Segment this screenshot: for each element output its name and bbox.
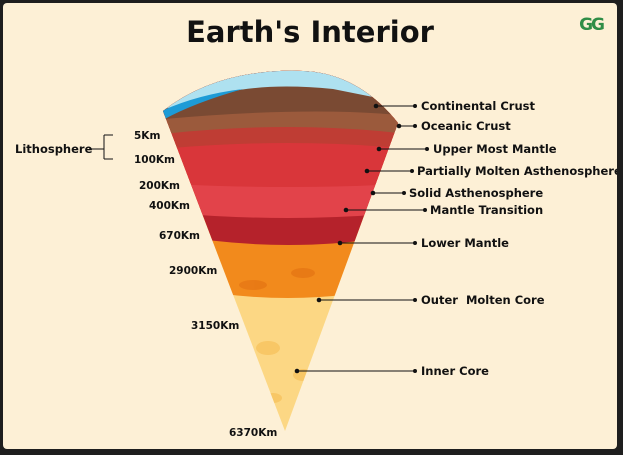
depth-6370km: 6370Km bbox=[229, 427, 277, 439]
depth-2900km: 2900Km bbox=[169, 265, 217, 277]
label-solid-asthenosphere: Solid Asthenosphere bbox=[409, 186, 543, 200]
earth-interior-diagram: Lithosphere 5Km 100Km 200Km 400Km 670Km … bbox=[15, 70, 617, 439]
ocean-water bbox=[163, 89, 243, 121]
label-outer-molten-core: Outer Molten Core bbox=[421, 293, 545, 307]
label-upper-most-mantle: Upper Most Mantle bbox=[433, 142, 557, 156]
label-lower-mantle: Lower Mantle bbox=[421, 236, 509, 250]
depth-3150km: 3150Km bbox=[191, 320, 239, 332]
brand-logo: GG bbox=[579, 15, 605, 35]
brand-logo-mark: GG bbox=[579, 15, 605, 35]
leader-dots bbox=[294, 103, 429, 374]
depth-400km: 400Km bbox=[149, 200, 190, 212]
label-oceanic-crust: Oceanic Crust bbox=[421, 119, 511, 133]
lithosphere-label: Lithosphere bbox=[15, 142, 93, 156]
diagram-canvas: Lithosphere 5Km 100Km 200Km 400Km 670Km … bbox=[3, 3, 617, 449]
depth-5km: 5Km bbox=[134, 130, 160, 142]
label-continental-crust: Continental Crust bbox=[421, 99, 535, 113]
page-title: Earth's Interior bbox=[186, 15, 434, 49]
depth-100km: 100Km bbox=[134, 154, 175, 166]
leader-lines bbox=[297, 105, 427, 372]
label-partially-molten-asthenosphere: Partially Molten Asthenosphere bbox=[417, 164, 617, 178]
label-mantle-transition: Mantle Transition bbox=[430, 203, 543, 217]
depth-670km: 670Km bbox=[159, 230, 200, 242]
label-inner-core: Inner Core bbox=[421, 364, 489, 378]
outer-core-texture bbox=[239, 268, 315, 290]
depth-200km: 200Km bbox=[139, 180, 180, 192]
lithosphere-bracket bbox=[89, 134, 113, 160]
